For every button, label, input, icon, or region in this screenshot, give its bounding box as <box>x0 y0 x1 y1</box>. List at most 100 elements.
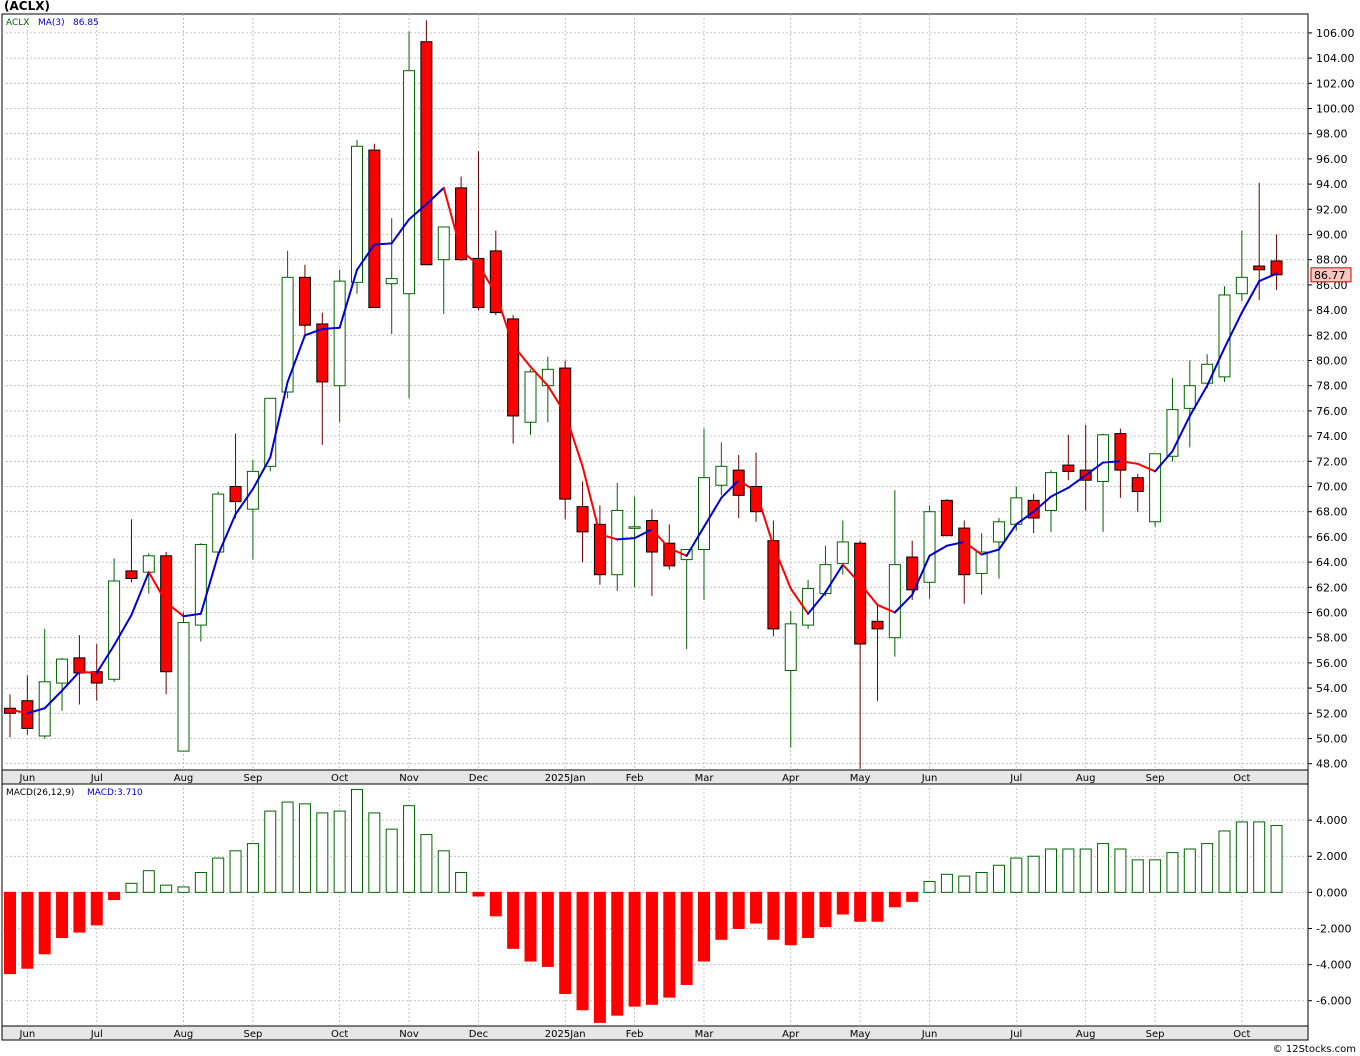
ma-segment <box>217 513 237 556</box>
month-label: Oct <box>1233 773 1250 784</box>
macd-value: MACD:3.710 <box>87 788 143 798</box>
ma-segment <box>9 708 29 715</box>
candle-body <box>177 622 190 752</box>
ma-segment <box>980 548 1000 556</box>
price-panel <box>1 13 1309 771</box>
ma-segment <box>755 490 775 547</box>
month-label: Jun <box>921 773 938 784</box>
candle-body <box>1183 385 1196 409</box>
month-label: Aug <box>174 773 194 784</box>
month-label: Jun <box>19 773 36 784</box>
candle-body <box>1218 294 1231 378</box>
candle-body <box>888 564 901 639</box>
ma-segment <box>650 528 671 550</box>
ma-segment <box>581 465 601 536</box>
candle-body <box>645 520 658 553</box>
macd-bar <box>385 828 398 893</box>
price-tick-label: 98.00 <box>1316 128 1348 141</box>
macd-bar <box>1079 848 1092 893</box>
macd-bar <box>1062 848 1075 893</box>
chart-title: (ACLX) <box>4 0 50 13</box>
ma-segment <box>269 380 289 459</box>
macd-bar <box>56 891 69 939</box>
last-price-tag <box>1310 267 1352 283</box>
month-label: Sep <box>1146 773 1165 784</box>
macd-bar <box>593 891 606 1023</box>
macd-bar <box>403 805 416 893</box>
macd-bar <box>541 891 554 967</box>
macd-tick-label: -4.000 <box>1316 959 1351 972</box>
ma-segment <box>772 544 792 590</box>
ma-segment <box>963 540 983 556</box>
ma-segment <box>807 591 827 615</box>
ma-segment <box>841 563 862 585</box>
ma-segment <box>43 689 64 710</box>
ma-segment <box>1084 461 1105 477</box>
macd-y-axis: -6.000 -4.000 -2.000 0.000 2.000 4.000 <box>1308 814 1351 1008</box>
candle-body <box>836 541 849 564</box>
ma-segment <box>1136 462 1157 473</box>
macd-bar <box>663 891 676 998</box>
macd-bar <box>507 891 520 949</box>
month-label: Feb <box>626 1029 644 1040</box>
macd-bar <box>628 891 641 1007</box>
ma-segment <box>1188 384 1209 417</box>
macd-bar <box>1270 825 1283 893</box>
macd-bar <box>767 891 780 940</box>
month-label: Aug <box>1076 1029 1096 1040</box>
ma-segment <box>876 603 896 614</box>
month-label: Mar <box>695 1029 715 1040</box>
candle-body <box>1097 434 1110 482</box>
ma-segment <box>1206 346 1226 387</box>
macd-bar <box>576 891 589 1011</box>
month-label: 2025Jan <box>545 773 586 784</box>
ma-segment <box>1171 414 1191 453</box>
macd-bar <box>1131 859 1144 893</box>
candle-body <box>455 187 468 261</box>
month-label: Jul <box>90 773 103 784</box>
macd-bar <box>1097 843 1110 893</box>
candle-body <box>524 371 537 423</box>
ma-segment <box>494 292 515 347</box>
ma-segment <box>1102 460 1122 464</box>
candle-body <box>541 368 554 387</box>
macd-bar <box>750 891 763 924</box>
macd-bar <box>420 834 433 893</box>
macd-bar <box>888 891 901 908</box>
macd-bar <box>38 891 51 955</box>
month-label: Feb <box>626 773 644 784</box>
macd-bar <box>177 886 190 893</box>
ma-segment <box>26 707 46 715</box>
price-tick-label: 78.00 <box>1316 380 1348 393</box>
macd-bar <box>1010 857 1023 893</box>
month-label: Jul <box>1009 773 1022 784</box>
ma-segment <box>859 582 879 606</box>
month-labels: Jun Jun Jul Jul Aug Aug Sep Sep Oct Oct Nov Nov Dec D… <box>19 773 1251 1040</box>
candle-body <box>472 257 485 309</box>
price-tick-label: 52.00 <box>1316 707 1348 720</box>
price-tick-label: 64.00 <box>1316 556 1348 569</box>
ma-segment <box>477 263 497 295</box>
macd-bar <box>212 857 225 893</box>
price-tick-label: 76.00 <box>1316 405 1348 418</box>
ma-segment <box>199 553 220 615</box>
candle-body <box>1062 464 1075 472</box>
macd-bar <box>21 891 34 969</box>
candle-body <box>1027 499 1040 519</box>
ma-segment <box>928 544 948 557</box>
ma-segment <box>737 479 758 493</box>
month-label: 2025Jan <box>545 1029 586 1040</box>
macd-bar <box>1218 830 1231 893</box>
macd-date-axis <box>1 1025 1309 1041</box>
macd-tick-label: 2.000 <box>1316 850 1348 863</box>
candle-body <box>1131 477 1144 493</box>
month-label: Mar <box>695 773 715 784</box>
macd-bar <box>559 891 572 994</box>
price-grid <box>2 14 1308 770</box>
price-tick-label: 74.00 <box>1316 430 1348 443</box>
macd-bar <box>246 843 259 893</box>
macd-bar <box>992 864 1005 893</box>
candle-body <box>21 700 34 729</box>
ma-segment <box>165 601 185 618</box>
candle-body <box>420 41 433 266</box>
